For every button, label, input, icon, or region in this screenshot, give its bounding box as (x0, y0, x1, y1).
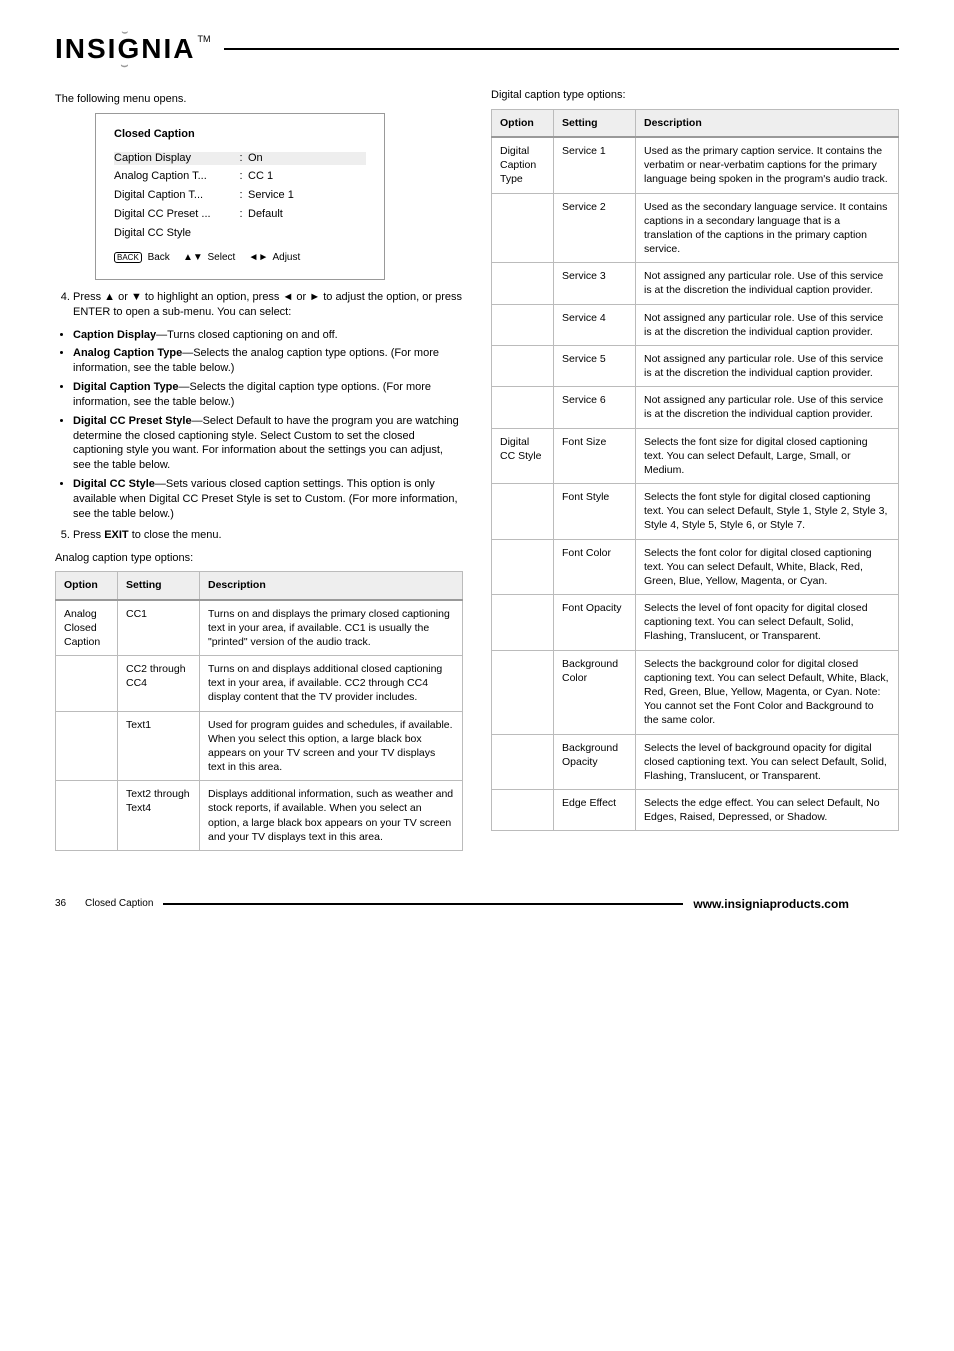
table-row: Text1 Used for program guides and schedu… (56, 711, 463, 781)
table-row: Background OpacitySelects the level of b… (492, 734, 899, 790)
table-row: Digital Caption TypeService 1Used as the… (492, 137, 899, 193)
sb-row-2: Digital Caption T... : Service 1 (114, 189, 366, 203)
th-setting: Setting (554, 109, 636, 137)
table-row: Font OpacitySelects the level of font op… (492, 595, 899, 651)
steps-list-2: Press EXIT to close the menu. (55, 528, 463, 543)
table-row: Service 6Not assigned any particular rol… (492, 387, 899, 428)
step-5: Press EXIT to close the menu. (73, 528, 463, 543)
analog-table-label: Analog caption type options: (55, 551, 463, 566)
table-row: Service 2Used as the secondary language … (492, 193, 899, 263)
sb-row-0: Caption Display : On (114, 152, 366, 166)
table-row: Edge EffectSelects the edge effect. You … (492, 790, 899, 831)
brand-logo: INSIG⌣⌣NIATM (55, 28, 210, 70)
bullet-4: Digital CC Style—Sets various closed cap… (73, 477, 463, 522)
th-desc: Description (200, 572, 463, 600)
step-4: Press ▲ or ▼ to highlight an option, pre… (73, 290, 463, 320)
table-row: Service 5Not assigned any particular rol… (492, 345, 899, 386)
table-row: Font ColorSelects the font color for dig… (492, 539, 899, 595)
after-step3-text: The following menu opens. (55, 92, 463, 107)
sb-foot: BACK Back ▲▼ Select ◄► Adjust (114, 252, 366, 265)
header-rule (224, 48, 899, 50)
table-row: Service 4Not assigned any particular rol… (492, 304, 899, 345)
footer-url: www.insigniaproducts.com (693, 897, 849, 911)
digital-table: Option Setting Description Digital Capti… (491, 109, 899, 832)
th-desc: Description (636, 109, 899, 137)
bullet-3: Digital CC Preset Style—Select Default t… (73, 414, 463, 473)
page-footer: 36 Closed Caption www.insigniaproducts.c… (55, 891, 899, 911)
table-row: Background ColorSelects the background c… (492, 650, 899, 734)
table-row: Analog Closed Caption CC1 Turns on and d… (56, 600, 463, 656)
th-option: Option (56, 572, 118, 600)
digital-table-label: Digital caption type options: (491, 88, 899, 103)
left-column: The following menu opens. Closed Caption… (55, 88, 463, 851)
steps-list: Press ▲ or ▼ to highlight an option, pre… (55, 290, 463, 320)
footer-label: Closed Caption (85, 898, 153, 909)
closed-caption-screenshot: Closed Caption Caption Display : On Anal… (95, 113, 385, 280)
bullet-2: Digital Caption Type—Selects the digital… (73, 380, 463, 410)
footer-rule (163, 903, 683, 905)
table-row: Font StyleSelects the font style for dig… (492, 484, 899, 540)
right-column: Digital caption type options: Option Set… (491, 88, 899, 851)
table-row: Digital CC StyleFont SizeSelects the fon… (492, 428, 899, 484)
sb-row-1: Analog Caption T... : CC 1 (114, 170, 366, 184)
analog-table: Option Setting Description Analog Closed… (55, 571, 463, 851)
cc-bullets: Caption Display—Turns closed captioning … (55, 328, 463, 522)
sb-row-3: Digital CC Preset ... : Default (114, 208, 366, 222)
back-icon: BACK (114, 252, 142, 263)
th-setting: Setting (118, 572, 200, 600)
table-row: Text2 through Text4 Displays additional … (56, 781, 463, 851)
bullet-1: Analog Caption Type—Selects the analog c… (73, 346, 463, 376)
th-option: Option (492, 109, 554, 137)
sb-row-4: Digital CC Style (114, 227, 366, 241)
page-header: INSIG⌣⌣NIATM (55, 28, 899, 70)
sb-title: Closed Caption (114, 128, 366, 142)
bullet-0: Caption Display—Turns closed captioning … (73, 328, 463, 343)
table-row: CC2 through CC4 Turns on and displays ad… (56, 656, 463, 712)
table-row: Service 3Not assigned any particular rol… (492, 263, 899, 304)
page-number: 36 (55, 898, 85, 909)
